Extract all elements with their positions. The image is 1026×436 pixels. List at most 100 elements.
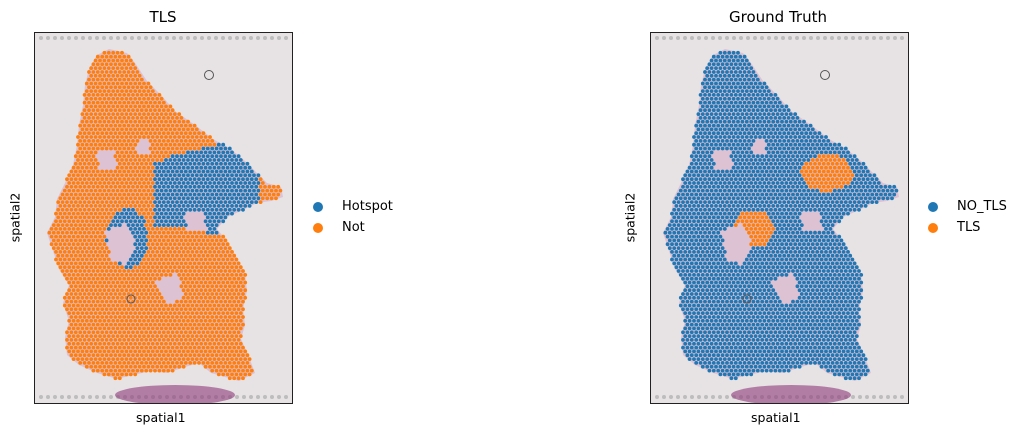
tls-left-point-b: [142, 303, 146, 308]
tls-left-point-a: [236, 154, 241, 159]
tls-left-point-a: [249, 169, 254, 174]
ground-truth-point-b: [687, 288, 692, 293]
tls-left-point-b: [115, 142, 120, 147]
ground-truth-point-b: [678, 227, 683, 231]
ground-truth-point-b: [705, 142, 710, 147]
ground-truth-point-b: [854, 188, 859, 193]
ground-truth-point-b: [784, 250, 789, 254]
ground-truth-point-b: [696, 303, 701, 308]
tls-left-point-a: [137, 257, 142, 262]
ground-truth-point-b: [802, 196, 806, 201]
ground-truth-point-b: [868, 196, 872, 201]
tls-left-point-b: [62, 257, 67, 262]
ground-truth-point-b: [780, 181, 784, 185]
tls-left-point-b: [139, 307, 144, 312]
tls-left-point-b: [84, 257, 89, 262]
ground-truth-point-b: [797, 127, 802, 132]
ground-truth-point-b: [727, 127, 732, 132]
ground-truth-point-b: [707, 184, 712, 189]
ground-truth-point-b: [821, 230, 826, 235]
tls-left-point-b: [181, 265, 186, 270]
tls-left-point-a: [122, 215, 127, 220]
ground-truth-point-b: [720, 177, 725, 182]
tls-left-point-b: [201, 253, 206, 258]
ground-truth-point-b: [683, 181, 688, 185]
tls-left-point-b: [221, 250, 226, 254]
ground-truth-point-b: [804, 139, 809, 143]
tls-left-point-b: [183, 315, 188, 319]
ground-truth-point-b: [769, 154, 773, 159]
tls-left-point-b: [164, 265, 168, 270]
tls-left-point-b: [216, 311, 221, 315]
tls-left-point-b: [87, 116, 91, 120]
ground-truth-point-b: [773, 215, 778, 220]
tls-left-point-b: [201, 269, 206, 273]
tls-left-point-b: [78, 223, 83, 228]
tls-left-point-b: [104, 108, 109, 113]
tls-left-point-a: [219, 215, 223, 220]
ground-truth-point-b: [736, 288, 740, 293]
ground-truth-point-a: [769, 230, 773, 235]
tls-left-point-b: [106, 89, 111, 93]
ground-truth-point-b: [791, 139, 795, 143]
ground-truth-point-b: [775, 150, 780, 155]
tls-left-point-b: [91, 62, 96, 67]
tls-left-point-b: [194, 334, 199, 338]
tls-left-point-b: [73, 177, 78, 182]
tls-left-point-b: [236, 299, 241, 304]
ground-truth-point-b: [698, 161, 703, 166]
ground-truth-point-b: [681, 253, 685, 258]
tls-left-point-b: [212, 349, 217, 354]
ground-truth-point-b: [742, 108, 747, 113]
ground-truth-point-b: [795, 146, 800, 151]
fiducial-dot: [172, 36, 176, 40]
ground-truth-point-a: [808, 177, 813, 182]
ground-truth-point-b: [793, 112, 798, 116]
tls-left-point-b: [60, 253, 65, 258]
tls-left-point-a: [208, 150, 212, 155]
ground-truth-point-b: [692, 273, 696, 277]
tls-left-point-b: [225, 257, 230, 262]
ground-truth-point-b: [718, 119, 723, 124]
tls-left-point-a: [205, 192, 210, 197]
x-axis-label-left: spatial1: [136, 410, 186, 425]
tls-left-point-a: [179, 200, 184, 205]
tls-left-point-b: [113, 353, 118, 358]
tls-left-point-b: [144, 269, 149, 273]
fiducial-dot: [137, 36, 141, 40]
ground-truth-point-b: [751, 169, 756, 174]
ground-truth-point-b: [766, 181, 771, 185]
tls-left-point-b: [190, 234, 195, 239]
ground-truth-point-b: [786, 269, 791, 273]
tls-left-point-b: [106, 104, 111, 109]
ground-truth-point-b: [771, 150, 776, 155]
ground-truth-point-b: [674, 265, 679, 270]
ground-truth-point-b: [716, 77, 721, 82]
ground-truth-point-b: [813, 269, 817, 273]
ground-truth-point-a: [753, 227, 758, 231]
tls-left-point-b: [194, 318, 199, 323]
tls-left-point-a: [179, 192, 184, 197]
tls-left-point-a: [183, 192, 188, 197]
tls-left-point-a: [203, 173, 208, 178]
tls-left-point-a: [238, 158, 243, 162]
ground-truth-point-b: [786, 215, 791, 220]
tls-left-point-b: [271, 192, 276, 197]
ground-truth-point-a: [764, 223, 769, 228]
ground-truth-point-b: [670, 242, 674, 247]
tls-left-point-b: [216, 357, 221, 361]
fiducial-dot: [263, 36, 267, 40]
ground-truth-point-b: [700, 188, 705, 193]
tls-left-point-a: [205, 146, 210, 151]
ground-truth-point-b: [777, 108, 782, 113]
ground-truth-point-b: [749, 66, 754, 70]
tls-left-point-b: [172, 311, 177, 315]
ground-truth-point-b: [733, 108, 738, 113]
ground-truth-point-b: [846, 196, 850, 201]
ground-truth-point-b: [744, 150, 749, 155]
tls-left-point-b: [155, 234, 160, 239]
ground-truth-point-b: [722, 127, 727, 132]
tls-left-point-b: [111, 357, 116, 361]
tls-left-point-b: [139, 100, 144, 105]
ground-truth-point-b: [736, 295, 740, 300]
